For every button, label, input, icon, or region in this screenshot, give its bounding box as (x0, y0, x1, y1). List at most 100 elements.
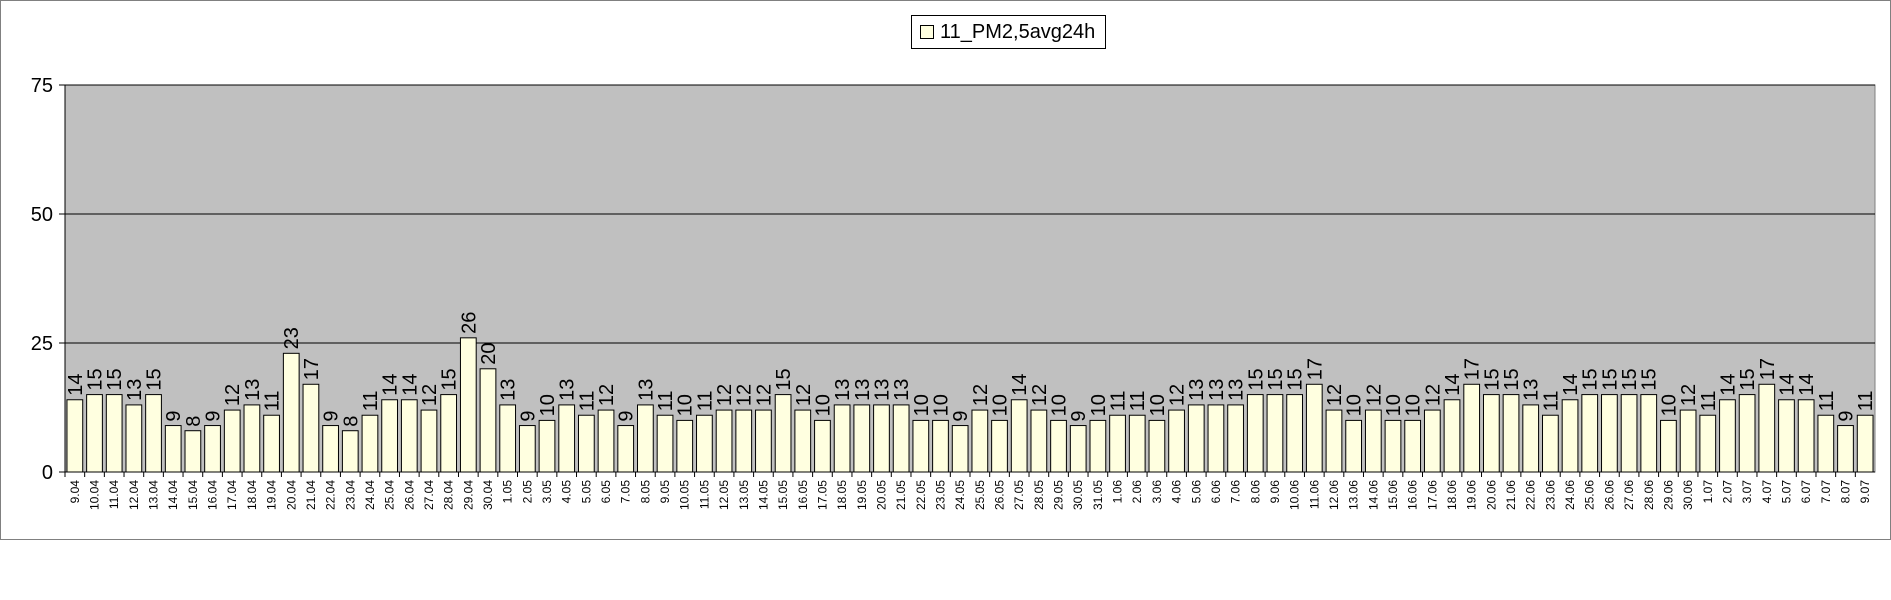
data-label: 14 (1560, 374, 1582, 396)
bar (1404, 419, 1422, 473)
x-tick-label: 22.05 (914, 480, 928, 510)
bar (932, 419, 949, 473)
data-label: 14 (399, 374, 421, 396)
data-label: 9 (1068, 410, 1090, 421)
bar (1837, 425, 1854, 473)
data-label: 14 (1717, 374, 1739, 396)
x-tick-label: 24.05 (953, 480, 967, 510)
bar (1561, 399, 1579, 473)
data-label: 12 (596, 384, 618, 406)
bar (105, 394, 123, 473)
x-tick-label: 21.06 (1504, 480, 1518, 510)
bar (1364, 409, 1382, 473)
y-tick-label: 25 (31, 333, 53, 355)
data-label: 15 (439, 368, 461, 390)
data-label: 13 (871, 379, 893, 401)
x-tick-label: 5.07 (1779, 480, 1793, 504)
data-label: 13 (891, 379, 913, 401)
data-label: 11 (262, 390, 284, 411)
x-tick-label: 12.05 (717, 480, 731, 510)
x-tick-label: 8.06 (1248, 480, 1262, 504)
x-tick-label: 28.04 (442, 480, 456, 510)
data-label: 10 (1403, 394, 1425, 416)
x-tick-label: 21.04 (304, 480, 318, 510)
data-label: 12 (1324, 384, 1346, 406)
bar (1168, 409, 1185, 473)
data-label: 12 (753, 384, 775, 406)
data-label: 23 (281, 327, 303, 349)
data-label: 10 (537, 394, 559, 416)
data-label: 15 (1639, 368, 1661, 390)
data-label: 13 (124, 379, 146, 401)
legend: 11_PM2,5avg24h (911, 15, 1107, 49)
bar (1246, 394, 1264, 473)
x-tick-label: 9.07 (1858, 480, 1872, 504)
bar (1423, 409, 1441, 473)
x-tick-label: 16.04 (206, 480, 220, 510)
data-label: 15 (144, 368, 166, 390)
data-label: 10 (990, 394, 1012, 416)
data-label: 11 (1698, 390, 1720, 411)
x-tick-label: 9.06 (1268, 480, 1282, 504)
data-label: 15 (85, 368, 107, 390)
bar (1699, 414, 1717, 473)
data-label: 11 (1108, 390, 1130, 411)
data-label: 15 (1265, 368, 1287, 390)
x-tick-label: 13.06 (1347, 480, 1361, 510)
bar (1010, 399, 1028, 473)
bar (715, 409, 733, 473)
data-label: 13 (1521, 379, 1543, 401)
bar (1384, 419, 1402, 473)
data-label: 8 (340, 416, 362, 427)
data-label: 15 (1580, 368, 1602, 390)
bar (1581, 394, 1599, 473)
x-tick-label: 8.07 (1838, 480, 1852, 504)
y-tick-label: 75 (31, 75, 53, 97)
data-label: 10 (1658, 394, 1680, 416)
bar (1620, 394, 1638, 473)
x-tick-label: 18.06 (1445, 480, 1459, 510)
data-label: 10 (1088, 394, 1110, 416)
data-label: 10 (930, 394, 952, 416)
x-tick-label: 6.06 (1209, 480, 1223, 504)
data-label: 9 (616, 410, 638, 421)
data-label: 9 (163, 410, 185, 421)
bar (1227, 404, 1244, 473)
bar (1502, 394, 1520, 473)
x-tick-label: 6.05 (599, 480, 613, 504)
x-tick-label: 20.06 (1484, 480, 1498, 510)
bar (971, 409, 989, 473)
x-tick-label: 22.04 (324, 480, 338, 510)
data-label: 12 (1422, 384, 1444, 406)
chart-area: 0 25 50 75 14 9.04 15 10.04 15 11.04 13 12.04 15 13.0… (0, 0, 1891, 540)
bar (1050, 419, 1067, 473)
x-tick-label: 2.07 (1720, 480, 1734, 504)
bar (577, 414, 595, 473)
data-label: 12 (1678, 384, 1700, 406)
x-tick-label: 7.07 (1819, 480, 1833, 504)
x-tick-label: 17.06 (1425, 480, 1439, 510)
bar (66, 399, 84, 473)
x-tick-label: 3.07 (1740, 480, 1754, 504)
bar (558, 404, 576, 473)
x-tick-label: 18.04 (245, 480, 259, 510)
data-label: 17 (1757, 358, 1779, 380)
bar (637, 404, 654, 473)
data-label: 14 (380, 374, 402, 396)
data-label: 15 (1285, 368, 1307, 390)
bar (794, 409, 812, 473)
bar (676, 419, 694, 473)
bar (991, 419, 1008, 473)
data-label: 26 (458, 312, 480, 334)
bar (125, 404, 143, 473)
x-tick-label: 25.06 (1583, 480, 1597, 510)
x-tick-label: 21.05 (894, 480, 908, 510)
x-tick-label: 2.06 (1130, 480, 1144, 504)
bar (597, 409, 615, 473)
bar (420, 409, 438, 473)
data-label: 11 (1127, 390, 1149, 411)
data-label: 20 (478, 343, 500, 365)
x-tick-label: 5.05 (579, 480, 593, 504)
x-tick-label: 7.06 (1229, 480, 1243, 504)
bar (538, 419, 556, 473)
